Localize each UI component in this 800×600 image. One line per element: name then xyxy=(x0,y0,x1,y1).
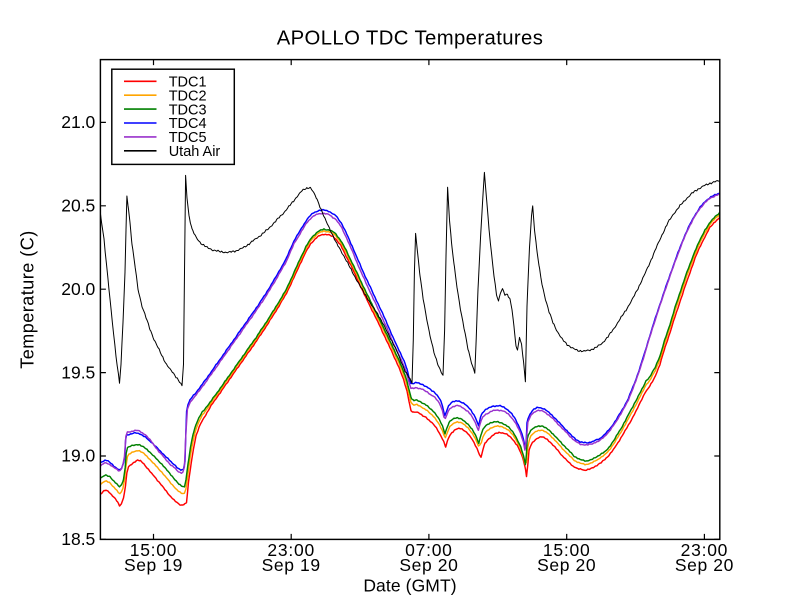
svg-text:APOLLO TDC Temperatures: APOLLO TDC Temperatures xyxy=(277,28,544,50)
svg-text:23:00: 23:00 xyxy=(267,540,315,560)
svg-text:Sep 20: Sep 20 xyxy=(675,555,734,575)
svg-text:15:00: 15:00 xyxy=(130,540,178,560)
svg-text:Utah Air: Utah Air xyxy=(169,144,221,160)
svg-text:Sep 19: Sep 19 xyxy=(262,555,321,575)
svg-text:20.5: 20.5 xyxy=(61,196,95,216)
svg-text:Sep 19: Sep 19 xyxy=(124,555,183,575)
svg-text:15:00: 15:00 xyxy=(543,540,591,560)
svg-text:TDC3: TDC3 xyxy=(169,102,207,118)
svg-text:TDC5: TDC5 xyxy=(169,130,207,146)
svg-text:19.5: 19.5 xyxy=(61,362,95,382)
svg-text:07:00: 07:00 xyxy=(405,540,453,560)
svg-text:20.0: 20.0 xyxy=(61,279,95,299)
svg-text:19.0: 19.0 xyxy=(61,446,95,466)
svg-text:Date (GMT): Date (GMT) xyxy=(363,576,456,596)
svg-text:Temperature (C): Temperature (C) xyxy=(18,230,38,369)
svg-text:TDC1: TDC1 xyxy=(169,75,207,91)
svg-text:Sep 20: Sep 20 xyxy=(537,555,596,575)
svg-text:TDC2: TDC2 xyxy=(169,88,207,104)
svg-text:18.5: 18.5 xyxy=(61,529,95,549)
svg-text:23:00: 23:00 xyxy=(681,540,729,560)
svg-text:TDC4: TDC4 xyxy=(169,116,207,132)
svg-text:21.0: 21.0 xyxy=(61,112,95,132)
svg-text:Sep 20: Sep 20 xyxy=(399,555,458,575)
